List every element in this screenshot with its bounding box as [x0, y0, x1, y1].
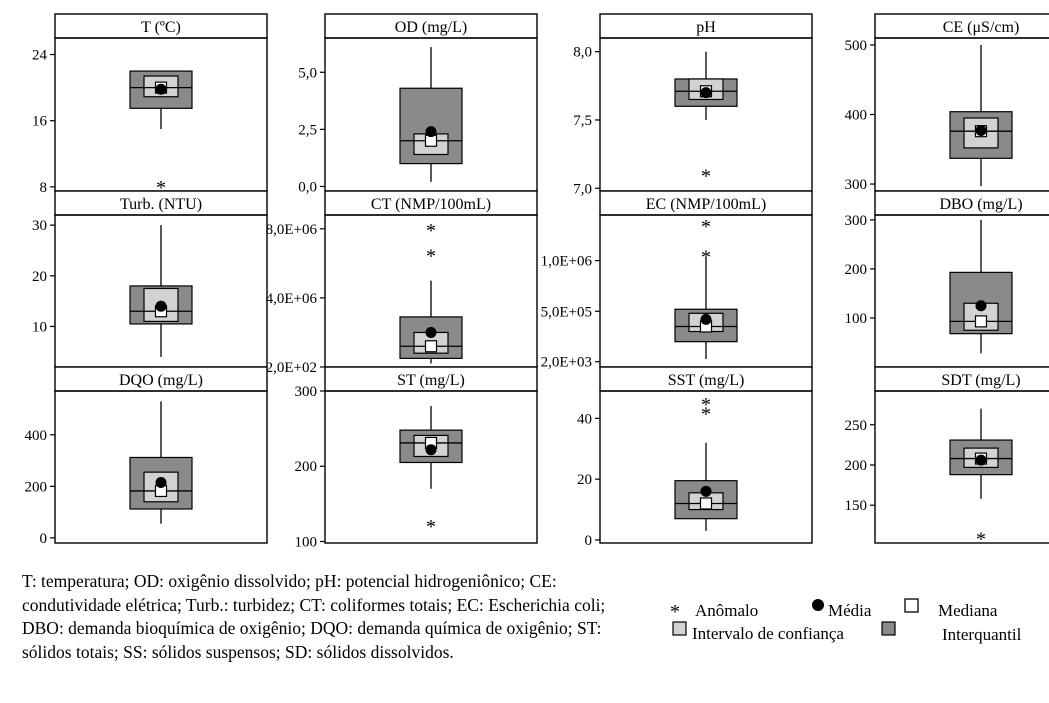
- median-marker: [424, 340, 438, 353]
- y-tick-label: 0: [585, 533, 593, 549]
- panel-title-strip: [324, 13, 538, 39]
- y-tick-label: 5,0: [298, 65, 317, 81]
- panel-title-strip: [874, 190, 1049, 216]
- mean-marker: [425, 126, 437, 138]
- outlier-marker: *: [426, 220, 436, 242]
- legend-mean-label: Média: [828, 601, 872, 620]
- panel-title: pH: [696, 19, 716, 36]
- y-tick-label: 40: [577, 411, 592, 427]
- legend-outlier-label: Anômalo: [695, 601, 758, 620]
- y-tick-label: 7,5: [573, 113, 592, 129]
- y-tick-label: 0,0: [298, 179, 317, 195]
- y-tick-label: 0: [40, 531, 48, 547]
- outlier-marker: *: [976, 528, 986, 550]
- y-tick-label: 400: [25, 428, 48, 444]
- panel-title: DBO (mg/L): [939, 196, 1022, 213]
- legend-outlier-icon: *: [670, 601, 680, 623]
- panel-frame: [599, 390, 813, 544]
- outlier-marker: *: [426, 516, 436, 538]
- panel-title: ST (mg/L): [397, 372, 465, 389]
- outlier-marker: *: [701, 403, 711, 425]
- panel-title: CT (NMP/100mL): [371, 196, 491, 213]
- panel-title-strip: [599, 190, 813, 216]
- figure-caption: T: temperatura; OD: oxigênio dissolvido;…: [22, 571, 606, 662]
- mean-marker: [975, 300, 987, 312]
- y-tick-label: 200: [845, 458, 868, 474]
- panel-title-strip: [324, 366, 538, 392]
- iqr-box: [949, 439, 1013, 476]
- y-tick-label: 4,0E+06: [266, 291, 318, 307]
- mean-marker: [155, 476, 167, 488]
- mean-marker: [700, 313, 712, 325]
- outlier-marker: *: [701, 216, 711, 238]
- panel-title: OD (mg/L): [395, 19, 467, 36]
- panel-title: SST (mg/L): [668, 372, 745, 389]
- mean-marker: [155, 300, 167, 312]
- panel-title: SDT (mg/L): [941, 372, 1020, 389]
- panel-frame: [54, 390, 268, 544]
- legend-iqr-icon: [881, 621, 896, 636]
- mean-marker: [700, 87, 712, 99]
- y-tick-label: 100: [845, 311, 868, 327]
- panel-title-strip: [874, 13, 1049, 39]
- legend-median-label: Mediana: [938, 601, 998, 620]
- legend-ci-label: Intervalo de confiança: [692, 624, 844, 643]
- mean-marker: [700, 485, 712, 497]
- y-tick-label: 300: [845, 177, 868, 193]
- y-tick-label: 7,0: [573, 181, 592, 197]
- y-tick-label: 400: [845, 108, 868, 124]
- y-tick-label: 8: [40, 180, 48, 196]
- legend-mean-icon: [812, 599, 824, 611]
- legend-ci-icon: [672, 621, 687, 636]
- mean-marker: [425, 444, 437, 456]
- median-marker: [974, 315, 988, 328]
- y-tick-label: 150: [845, 498, 868, 514]
- outlier-marker: *: [701, 394, 711, 416]
- y-tick-label: 250: [845, 418, 868, 434]
- panel-title: T (ºC): [141, 19, 181, 36]
- y-tick-label: 8,0E+06: [266, 222, 318, 238]
- y-tick-label: 200: [25, 479, 48, 495]
- mean-marker: [155, 83, 167, 95]
- outlier-marker: *: [156, 177, 166, 199]
- y-tick-label: 2,0E+03: [541, 355, 592, 371]
- panel-title-strip: [599, 366, 813, 392]
- y-tick-label: 200: [845, 262, 868, 278]
- panel-title: EC (NMP/100mL): [646, 196, 766, 213]
- y-tick-label: 300: [845, 213, 868, 229]
- mean-marker: [975, 454, 987, 466]
- y-tick-label: 24: [32, 48, 48, 64]
- legend-median-icon: [904, 598, 919, 613]
- y-tick-label: 20: [577, 472, 592, 488]
- y-tick-label: 20: [32, 269, 47, 285]
- y-tick-label: 30: [32, 218, 47, 234]
- y-tick-label: 10: [32, 319, 47, 335]
- outlier-marker: *: [426, 246, 436, 268]
- mean-marker: [975, 124, 987, 136]
- y-tick-label: 100: [295, 534, 318, 550]
- panel-title: Turb. (NTU): [120, 196, 202, 213]
- y-tick-label: 16: [32, 114, 48, 130]
- y-tick-label: 1,0E+06: [541, 254, 593, 270]
- y-tick-label: 2,5: [298, 122, 317, 138]
- panel-title: DQO (mg/L): [119, 372, 203, 389]
- y-tick-label: 5,0E+05: [541, 304, 592, 320]
- y-tick-label: 2,0E+02: [266, 360, 317, 376]
- legend-iqr-label: Interquantil: [942, 625, 1022, 644]
- median-marker: [699, 497, 713, 510]
- panel-title-strip: [54, 13, 268, 39]
- panel-frame: [324, 390, 538, 544]
- y-tick-label: 500: [845, 38, 868, 54]
- outlier-marker: *: [701, 166, 711, 188]
- mean-marker: [425, 326, 437, 338]
- panel-title-strip: [54, 366, 268, 392]
- outlier-marker: *: [701, 247, 711, 269]
- y-tick-label: 200: [295, 459, 318, 475]
- ci-box: [963, 117, 999, 149]
- y-tick-label: 8,0: [573, 45, 592, 61]
- panel-title: CE (μS/cm): [943, 19, 1020, 36]
- y-tick-label: 300: [295, 384, 318, 400]
- panel-frame: [874, 390, 1049, 544]
